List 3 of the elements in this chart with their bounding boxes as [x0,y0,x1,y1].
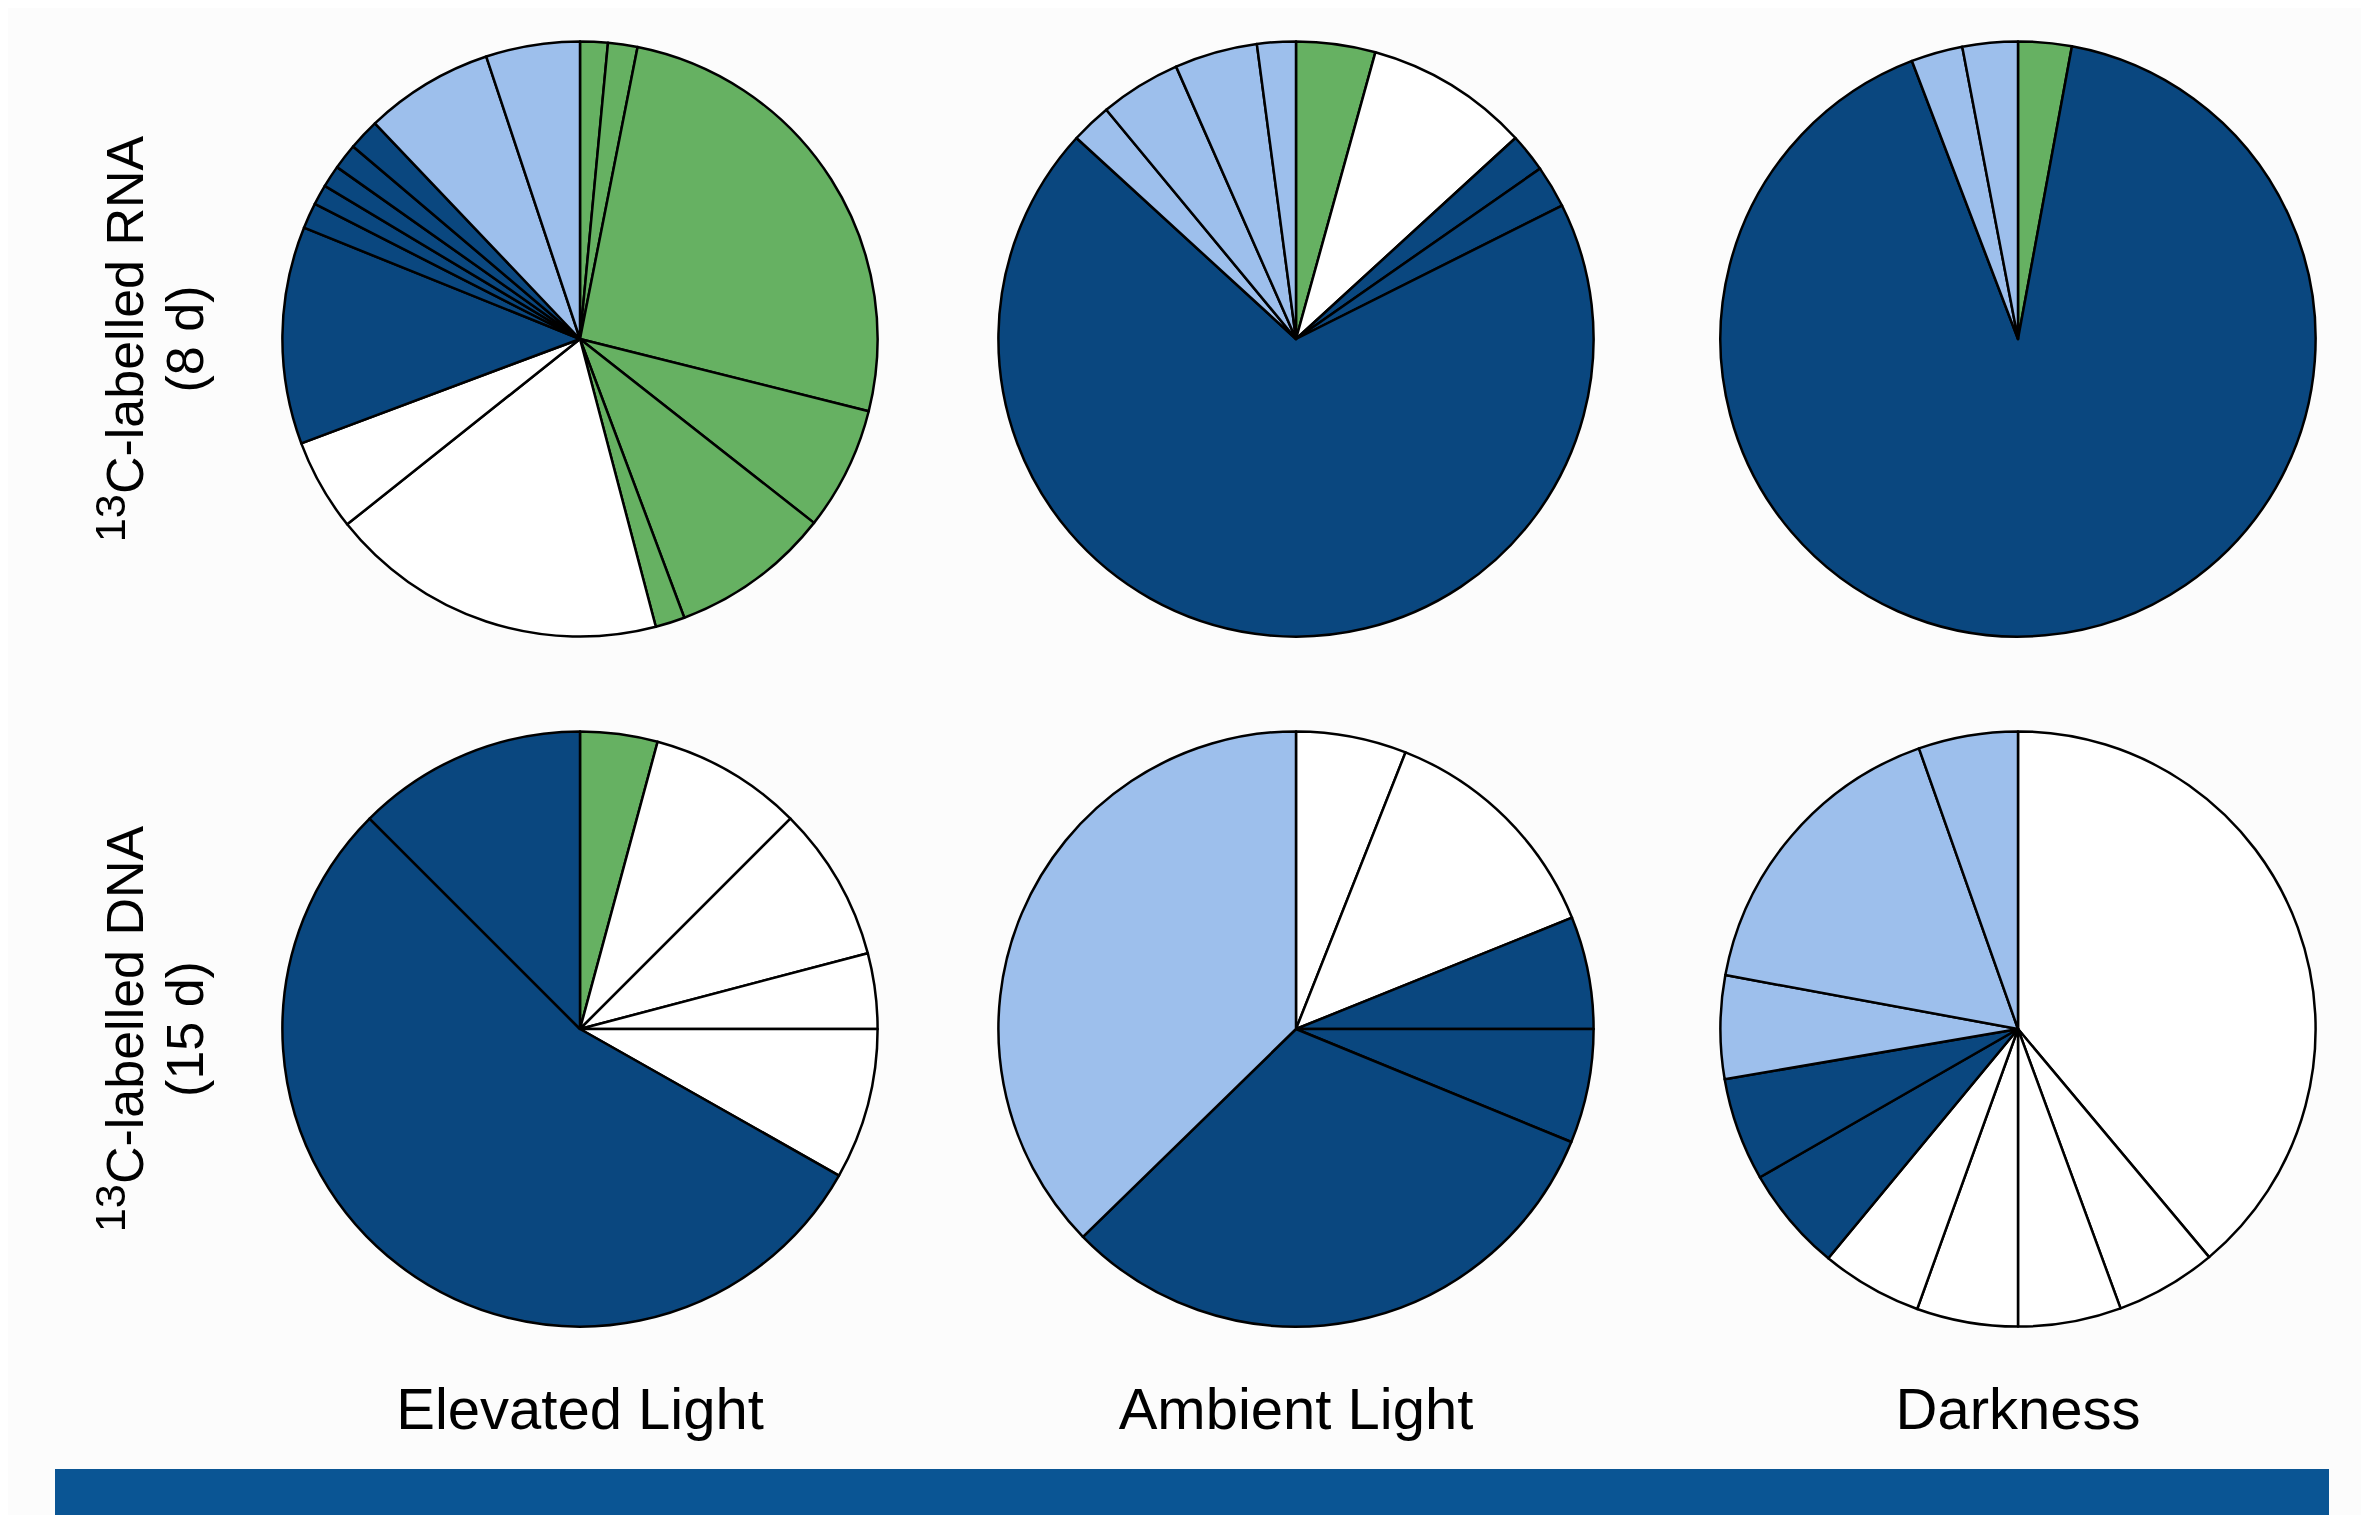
text: Elevated Light [396,1374,764,1442]
text: Ambient Light [1118,1374,1474,1442]
text: Darkness [1895,1374,2141,1442]
